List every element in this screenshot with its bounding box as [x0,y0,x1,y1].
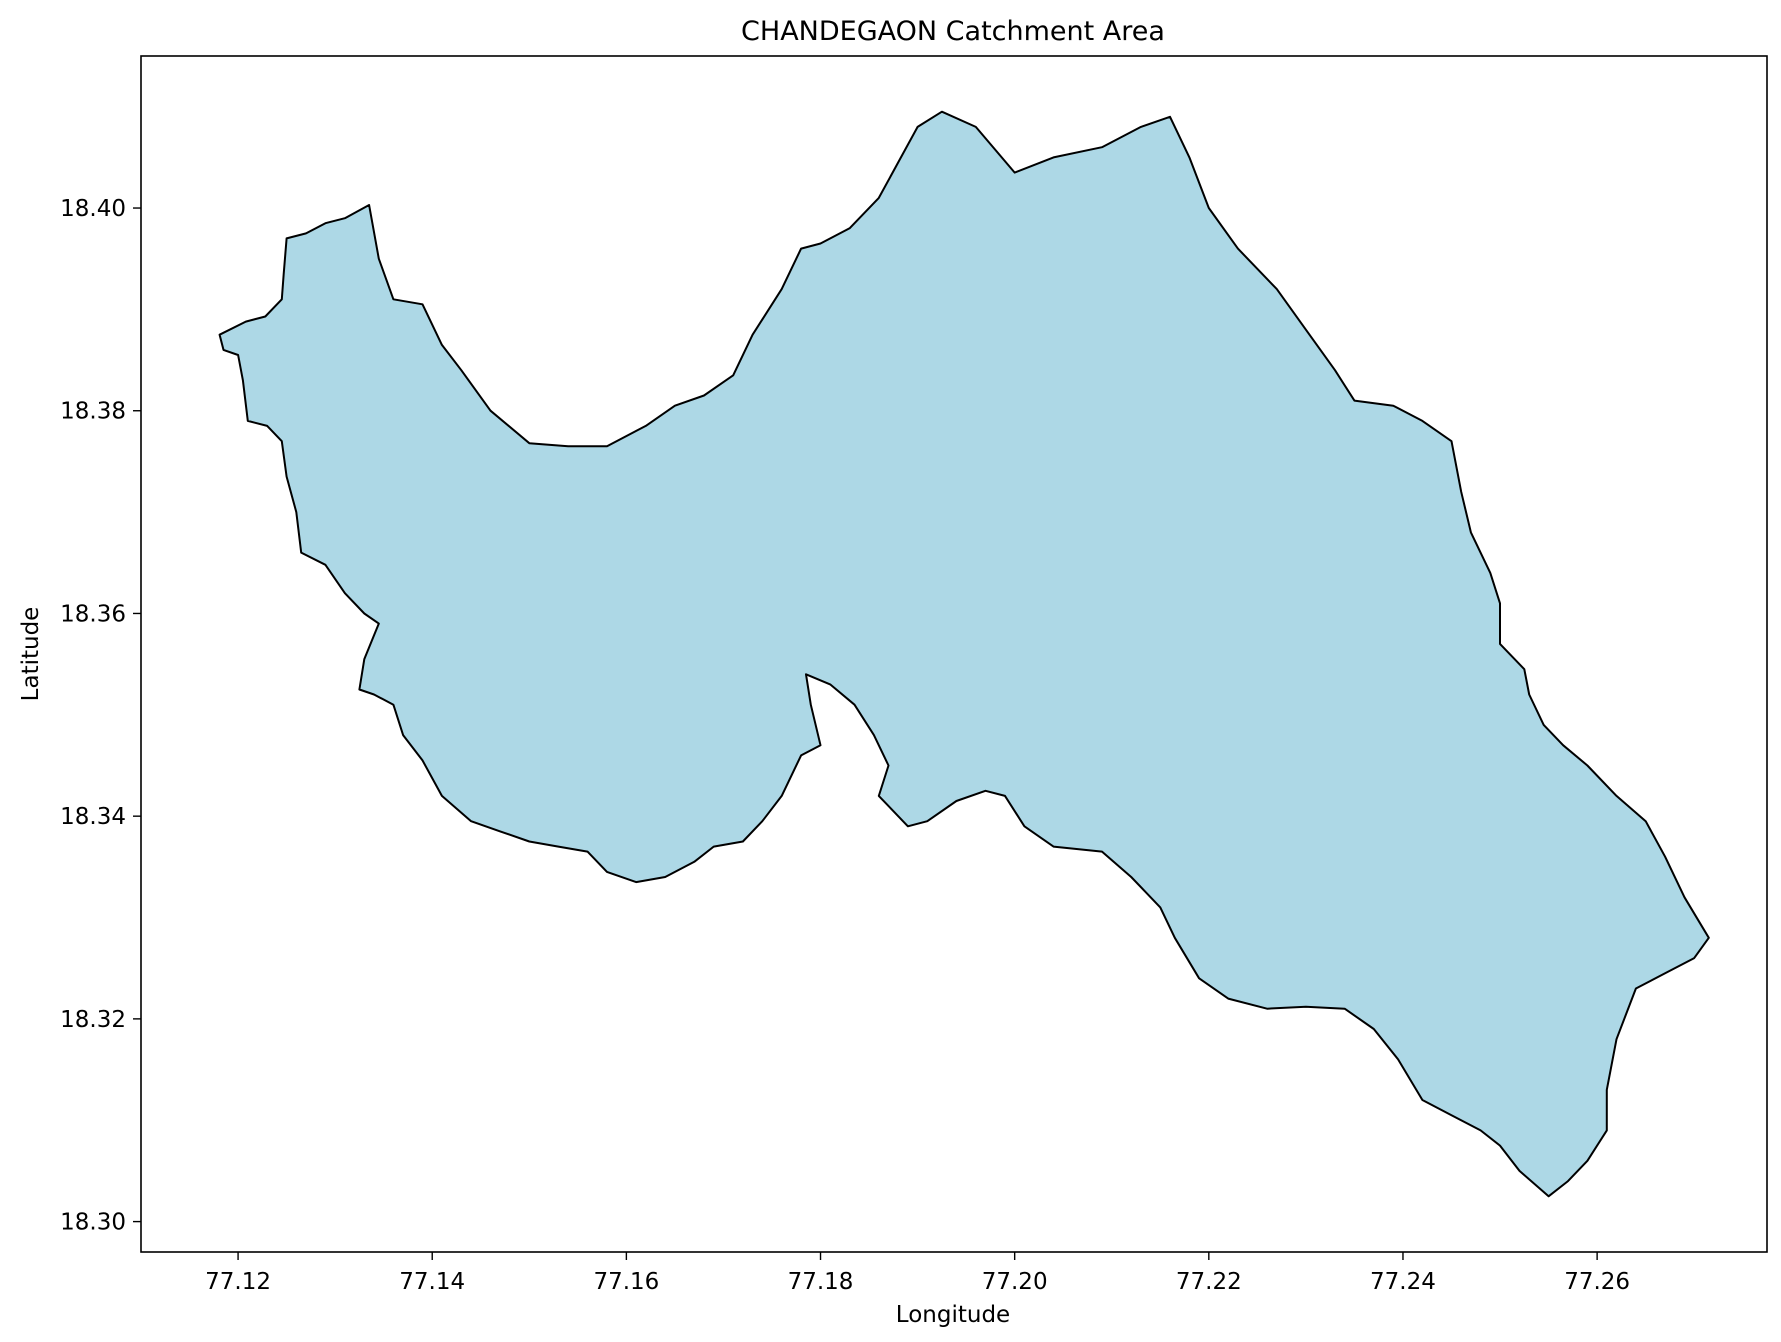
y-tick-label: 18.36 [60,601,126,627]
x-tick-label: 77.18 [788,1269,854,1295]
y-tick-label: 18.34 [60,804,126,830]
x-tick-label: 77.20 [982,1269,1048,1295]
x-tick-label: 77.12 [205,1269,271,1295]
x-tick-label: 77.16 [593,1269,659,1295]
axes-frame [140,55,1768,1253]
x-tick-label: 77.24 [1370,1269,1436,1295]
x-axis: 77.12 77.14 77.16 77.18 77.20 77.22 77.24 77.26 [205,1252,1630,1295]
map-title: CHANDEGAON Catchment Area [741,16,1165,47]
y-tick-label: 18.32 [60,1007,126,1033]
catchment-polygon [218,110,1710,1198]
x-axis-label: Longitude [896,1302,1010,1328]
y-tick-label: 18.40 [60,196,126,222]
x-tick-label: 77.14 [399,1269,465,1295]
y-tick-label: 18.30 [60,1210,126,1236]
x-tick-label: 77.22 [1176,1269,1242,1295]
y-axis: 18.40 18.38 18.36 18.34 18.32 18.30 [60,196,141,1236]
y-tick-label: 18.38 [60,399,126,425]
x-tick-label: 77.26 [1564,1269,1630,1295]
y-axis-label: Latitude [18,607,44,702]
